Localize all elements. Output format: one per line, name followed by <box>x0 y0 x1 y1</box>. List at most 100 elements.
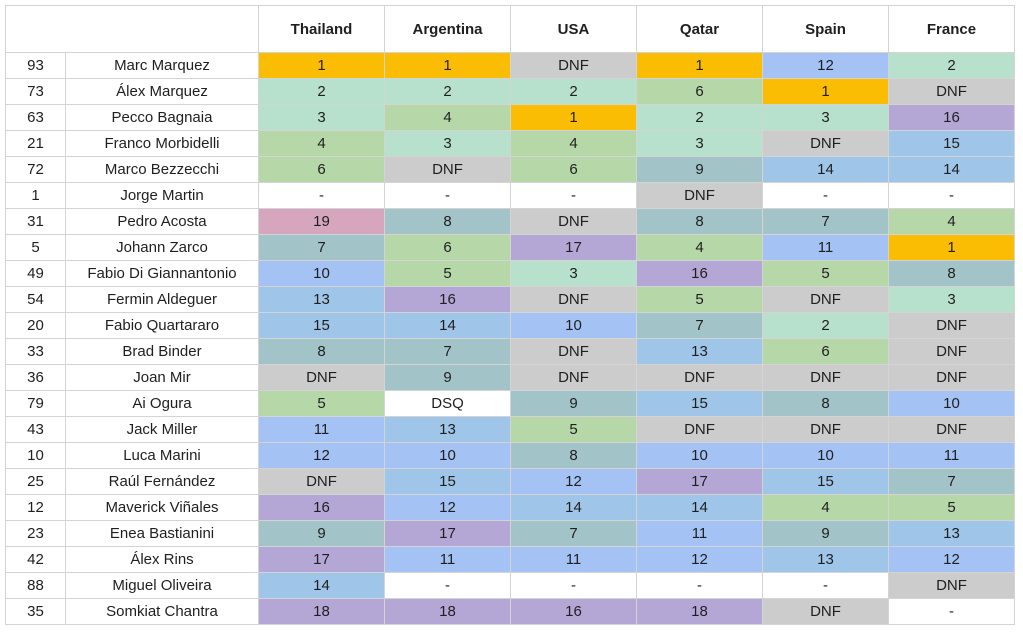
rider-number: 33 <box>5 338 66 365</box>
result-cell: 7 <box>510 520 637 547</box>
rider-name: Somkiat Chantra <box>65 598 259 625</box>
result-cell: DNF <box>510 338 637 365</box>
table-row: 73 Álex Marquez 2 2 2 6 1 DNF <box>5 78 1015 105</box>
result-cell: - <box>888 182 1015 209</box>
race-header-thailand: Thailand <box>258 5 385 53</box>
result-cell: 9 <box>510 390 637 417</box>
result-cell: 7 <box>636 312 763 339</box>
result-cell: 15 <box>636 390 763 417</box>
result-cell: 13 <box>888 520 1015 547</box>
result-cell: 17 <box>258 546 385 573</box>
race-header-france: France <box>888 5 1015 53</box>
result-cell: 10 <box>258 260 385 287</box>
rider-name: Fabio Di Giannantonio <box>65 260 259 287</box>
result-cell: 14 <box>258 572 385 599</box>
table-body: 93 Marc Marquez 1 1 DNF 1 12 2 73 Álex Marquez 2 2 2… <box>5 52 1015 625</box>
result-cell: 11 <box>762 234 889 261</box>
result-cell: DNF <box>888 364 1015 391</box>
result-cell: 13 <box>258 286 385 313</box>
rider-name: Pecco Bagnaia <box>65 104 259 131</box>
rider-name: Brad Binder <box>65 338 259 365</box>
result-cell: DSQ <box>384 390 511 417</box>
result-cell: 8 <box>888 260 1015 287</box>
result-cell: 12 <box>384 494 511 521</box>
rider-name: Pedro Acosta <box>65 208 259 235</box>
rider-name: Jack Miller <box>65 416 259 443</box>
result-cell: 1 <box>258 52 385 79</box>
table-row: 72 Marco Bezzecchi 6 DNF 6 9 14 14 <box>5 156 1015 183</box>
result-cell: 4 <box>510 130 637 157</box>
rider-number: 73 <box>5 78 66 105</box>
table-row: 20 Fabio Quartararo 15 14 10 7 2 DNF <box>5 312 1015 339</box>
table-row: 23 Enea Bastianini 9 17 7 11 9 13 <box>5 520 1015 547</box>
result-cell: DNF <box>510 208 637 235</box>
result-cell: 15 <box>258 312 385 339</box>
result-cell: 8 <box>258 338 385 365</box>
rider-number: 21 <box>5 130 66 157</box>
result-cell: DNF <box>762 286 889 313</box>
rider-number: 93 <box>5 52 66 79</box>
result-cell: 5 <box>762 260 889 287</box>
result-cell: - <box>762 182 889 209</box>
result-cell: 2 <box>384 78 511 105</box>
rider-number: 12 <box>5 494 66 521</box>
result-cell: 4 <box>384 104 511 131</box>
result-cell: 9 <box>762 520 889 547</box>
result-cell: - <box>762 572 889 599</box>
result-cell: 17 <box>384 520 511 547</box>
race-header-spain: Spain <box>762 5 889 53</box>
rider-name: Jorge Martin <box>65 182 259 209</box>
table-row: 93 Marc Marquez 1 1 DNF 1 12 2 <box>5 52 1015 79</box>
result-cell: 3 <box>258 104 385 131</box>
result-cell: 5 <box>888 494 1015 521</box>
result-cell: 1 <box>636 52 763 79</box>
result-cell: 2 <box>888 52 1015 79</box>
result-cell: DNF <box>888 312 1015 339</box>
result-cell: - <box>510 182 637 209</box>
result-cell: 8 <box>762 390 889 417</box>
result-cell: DNF <box>384 156 511 183</box>
result-cell: 12 <box>888 546 1015 573</box>
results-table: Thailand Argentina USA Qatar Spain France 93 M… <box>5 5 1015 625</box>
header-blank-cell <box>5 5 259 53</box>
result-cell: 13 <box>636 338 763 365</box>
table-row: 33 Brad Binder 8 7 DNF 13 6 DNF <box>5 338 1015 365</box>
rider-name: Marc Marquez <box>65 52 259 79</box>
result-cell: 5 <box>384 260 511 287</box>
result-cell: 14 <box>888 156 1015 183</box>
table-row: 63 Pecco Bagnaia 3 4 1 2 3 16 <box>5 104 1015 131</box>
result-cell: DNF <box>510 286 637 313</box>
result-cell: 7 <box>258 234 385 261</box>
result-cell: 2 <box>762 312 889 339</box>
rider-name: Maverick Viñales <box>65 494 259 521</box>
rider-number: 72 <box>5 156 66 183</box>
result-cell: 15 <box>762 468 889 495</box>
result-cell: DNF <box>258 364 385 391</box>
result-cell: 16 <box>636 260 763 287</box>
rider-name: Raúl Fernández <box>65 468 259 495</box>
result-cell: 3 <box>888 286 1015 313</box>
result-cell: 2 <box>510 78 637 105</box>
result-cell: DNF <box>888 416 1015 443</box>
result-cell: 10 <box>636 442 763 469</box>
result-cell: 19 <box>258 208 385 235</box>
result-cell: 8 <box>384 208 511 235</box>
rider-number: 31 <box>5 208 66 235</box>
result-cell: DNF <box>636 182 763 209</box>
table-row: 54 Fermin Aldeguer 13 16 DNF 5 DNF 3 <box>5 286 1015 313</box>
result-cell: 10 <box>510 312 637 339</box>
rider-name: Enea Bastianini <box>65 520 259 547</box>
rider-name: Franco Morbidelli <box>65 130 259 157</box>
result-cell: 4 <box>636 234 763 261</box>
result-cell: 14 <box>762 156 889 183</box>
result-cell: 15 <box>888 130 1015 157</box>
result-cell: DNF <box>762 130 889 157</box>
result-cell: 4 <box>258 130 385 157</box>
result-cell: 7 <box>384 338 511 365</box>
result-cell: 1 <box>384 52 511 79</box>
result-cell: 17 <box>510 234 637 261</box>
result-cell: 10 <box>888 390 1015 417</box>
rider-name: Johann Zarco <box>65 234 259 261</box>
result-cell: 2 <box>258 78 385 105</box>
rider-name: Miguel Oliveira <box>65 572 259 599</box>
